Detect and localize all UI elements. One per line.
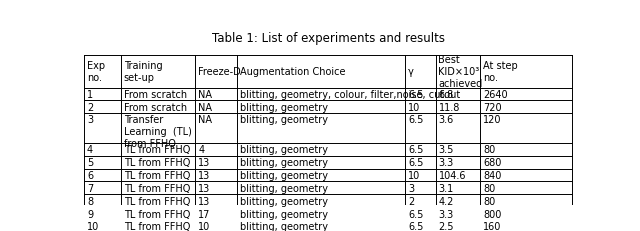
- Text: 80: 80: [483, 183, 495, 193]
- Text: 800: 800: [483, 209, 501, 219]
- Text: 10: 10: [87, 222, 99, 231]
- Text: 3: 3: [87, 115, 93, 125]
- Text: 6.5: 6.5: [408, 90, 424, 100]
- Text: 11.8: 11.8: [438, 102, 460, 112]
- Text: 80: 80: [483, 196, 495, 206]
- Text: 3.3: 3.3: [438, 157, 454, 167]
- Text: 7: 7: [87, 183, 93, 193]
- Text: blitting, geometry: blitting, geometry: [240, 170, 328, 180]
- Text: TL from FFHQ: TL from FFHQ: [124, 209, 190, 219]
- Text: 6.5: 6.5: [408, 157, 424, 167]
- Text: 6.5: 6.5: [408, 115, 424, 125]
- Text: TL from FFHQ: TL from FFHQ: [124, 222, 190, 231]
- Text: 2: 2: [87, 102, 93, 112]
- Text: 10: 10: [198, 222, 211, 231]
- Text: Table 1: List of experiments and results: Table 1: List of experiments and results: [211, 32, 445, 45]
- Text: 8: 8: [87, 196, 93, 206]
- Text: blitting, geometry: blitting, geometry: [240, 183, 328, 193]
- Text: 840: 840: [483, 170, 501, 180]
- Text: Augmentation Choice: Augmentation Choice: [240, 67, 346, 77]
- Text: γ: γ: [408, 67, 414, 77]
- Text: TL from FFHQ: TL from FFHQ: [124, 157, 190, 167]
- Text: 104.6: 104.6: [438, 170, 466, 180]
- Text: 6.8: 6.8: [438, 90, 454, 100]
- Text: 6.5: 6.5: [408, 145, 424, 155]
- Text: From scratch: From scratch: [124, 90, 187, 100]
- Text: 13: 13: [198, 157, 211, 167]
- Text: 1: 1: [87, 90, 93, 100]
- Text: 6.5: 6.5: [408, 209, 424, 219]
- Text: NA: NA: [198, 115, 212, 125]
- Text: Best
KID×10³
achieved: Best KID×10³ achieved: [438, 55, 483, 88]
- Text: At step
no.: At step no.: [483, 61, 518, 82]
- Text: 13: 13: [198, 183, 211, 193]
- Text: 4.2: 4.2: [438, 196, 454, 206]
- Text: 3.1: 3.1: [438, 183, 454, 193]
- Text: 80: 80: [483, 145, 495, 155]
- Text: blitting, geometry, colour, filter,noise, cutout: blitting, geometry, colour, filter,noise…: [240, 90, 460, 100]
- Text: Transfer
Learning  (TL)
from FFHQ: Transfer Learning (TL) from FFHQ: [124, 115, 192, 148]
- Text: NA: NA: [198, 90, 212, 100]
- Text: 3: 3: [408, 183, 414, 193]
- Text: TL from FFHQ: TL from FFHQ: [124, 183, 190, 193]
- Text: 4: 4: [198, 145, 204, 155]
- Text: blitting, geometry: blitting, geometry: [240, 115, 328, 125]
- Text: blitting, geometry: blitting, geometry: [240, 209, 328, 219]
- Text: Training
set-up: Training set-up: [124, 61, 163, 82]
- Text: 4: 4: [87, 145, 93, 155]
- Text: 9: 9: [87, 209, 93, 219]
- Text: 3.6: 3.6: [438, 115, 454, 125]
- Text: 120: 120: [483, 115, 502, 125]
- Text: blitting, geometry: blitting, geometry: [240, 157, 328, 167]
- Text: blitting, geometry: blitting, geometry: [240, 102, 328, 112]
- Text: 3.3: 3.3: [438, 209, 454, 219]
- Text: 2: 2: [408, 196, 414, 206]
- Text: 17: 17: [198, 209, 211, 219]
- Text: TL from FFHQ: TL from FFHQ: [124, 170, 190, 180]
- Text: blitting, geometry: blitting, geometry: [240, 145, 328, 155]
- Text: 3.5: 3.5: [438, 145, 454, 155]
- Text: TL from FFHQ: TL from FFHQ: [124, 145, 190, 155]
- Text: 720: 720: [483, 102, 502, 112]
- Text: 2.5: 2.5: [438, 222, 454, 231]
- Text: 6.5: 6.5: [408, 222, 424, 231]
- Text: 13: 13: [198, 196, 211, 206]
- Text: 6: 6: [87, 170, 93, 180]
- Text: Exp
no.: Exp no.: [87, 61, 105, 82]
- Text: blitting, geometry: blitting, geometry: [240, 222, 328, 231]
- Text: 5: 5: [87, 157, 93, 167]
- Text: NA: NA: [198, 102, 212, 112]
- Text: 13: 13: [198, 170, 211, 180]
- Text: 160: 160: [483, 222, 501, 231]
- Text: 680: 680: [483, 157, 501, 167]
- Text: 10: 10: [408, 102, 420, 112]
- Text: 10: 10: [408, 170, 420, 180]
- Text: Freeze-D: Freeze-D: [198, 67, 241, 77]
- Text: 2640: 2640: [483, 90, 508, 100]
- Text: TL from FFHQ: TL from FFHQ: [124, 196, 190, 206]
- Text: blitting, geometry: blitting, geometry: [240, 196, 328, 206]
- Text: From scratch: From scratch: [124, 102, 187, 112]
